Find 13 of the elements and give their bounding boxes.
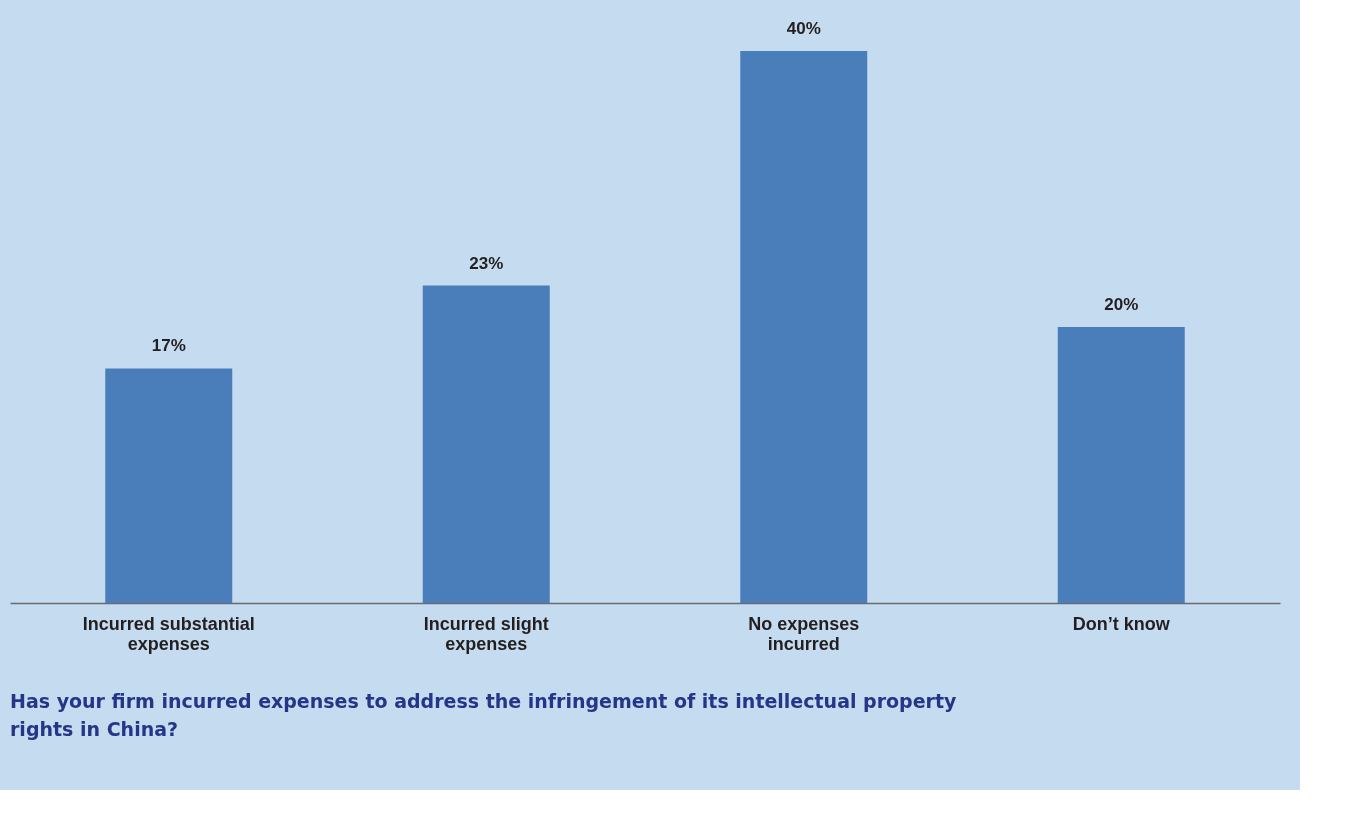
x-tick-label: No expenses incurred xyxy=(748,613,860,654)
x-tick-label: Incurred slight expenses xyxy=(423,613,549,654)
text: Has your firm incurred expenses to address the infringement of its intellectual property rights in China? xyxy=(10,690,958,740)
bar xyxy=(422,285,550,603)
bar xyxy=(1057,327,1185,603)
data-label: 20% xyxy=(1104,295,1139,314)
bar xyxy=(105,368,233,603)
x-tick-label: Don’t know xyxy=(1072,613,1171,634)
data-label: 23% xyxy=(469,253,504,273)
data-label: 40% xyxy=(786,19,821,38)
bar xyxy=(740,51,868,603)
x-tick-label: Incurred substantial expenses xyxy=(82,613,255,654)
data-label: 17% xyxy=(151,336,186,356)
